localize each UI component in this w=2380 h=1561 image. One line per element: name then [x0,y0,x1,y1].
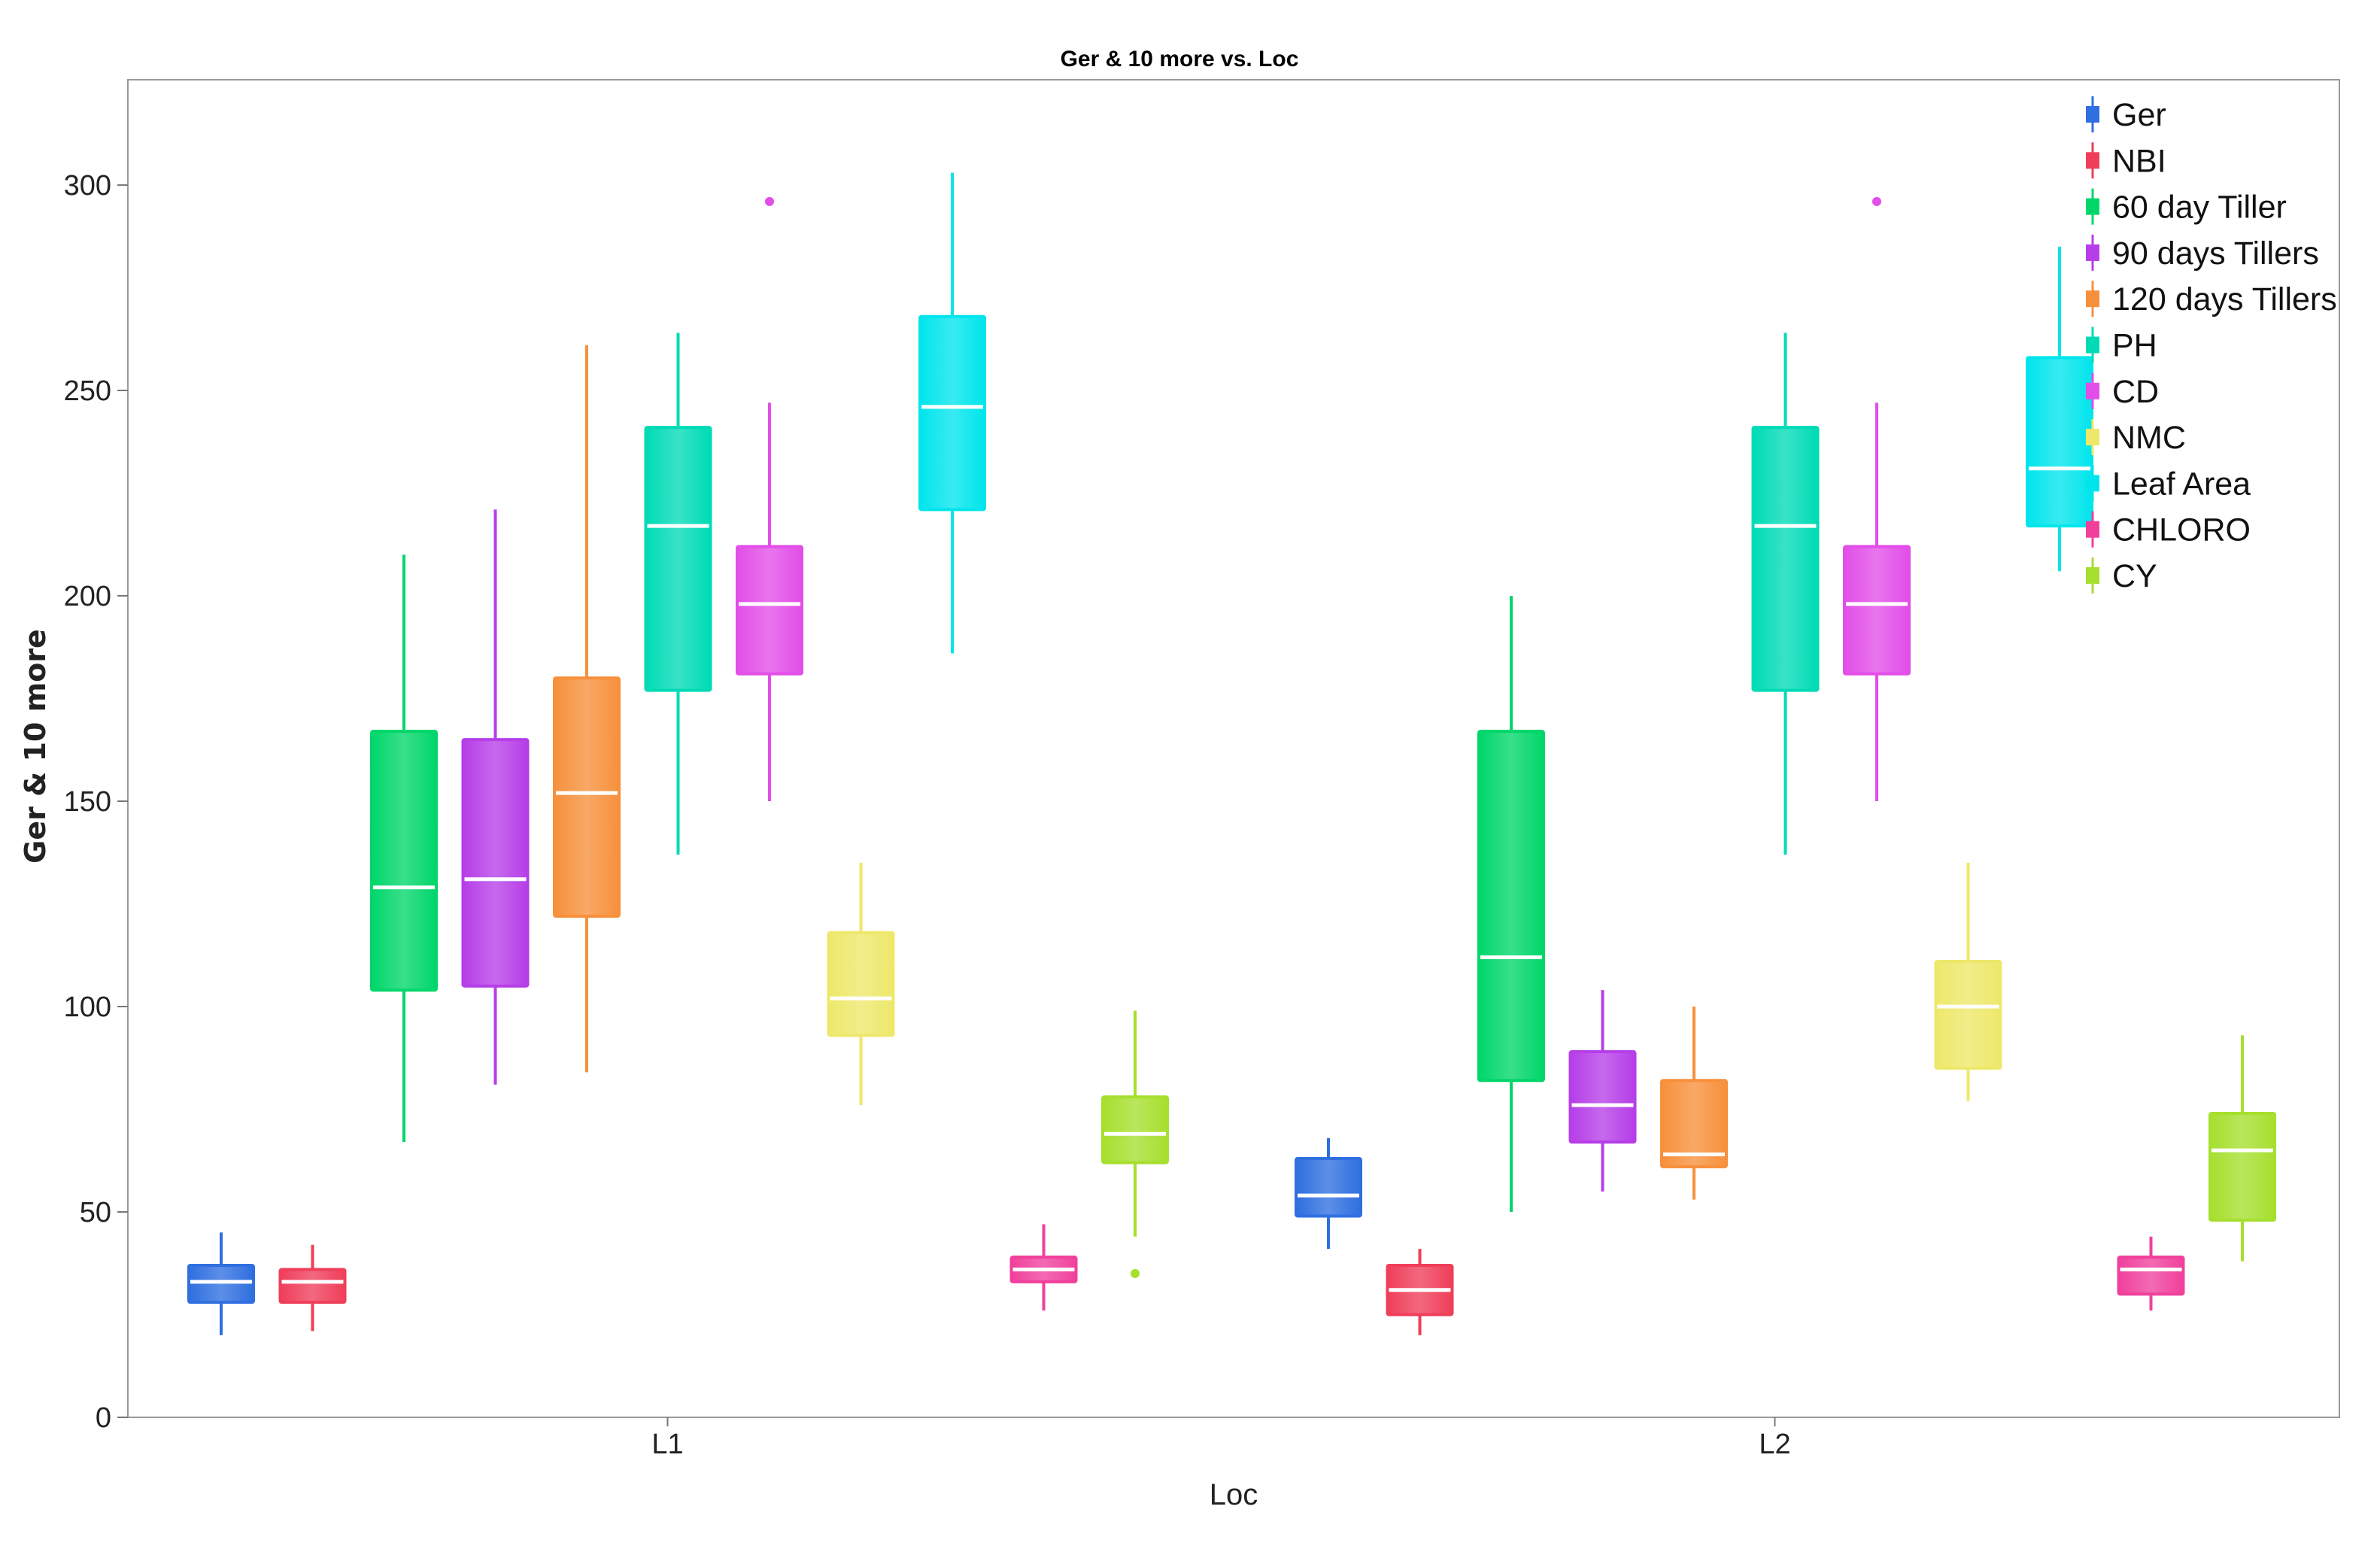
legend-swatch [2086,198,2099,215]
box-90-days-tillers-l2 [1568,990,1637,1192]
legend-swatch [2086,521,2099,538]
legend-label: CY [2112,558,2157,594]
box-body [827,931,895,1037]
box-120-days-tillers-l1 [553,345,621,1073]
box-chloro-l1 [1009,1224,1078,1311]
legend-swatch [2086,336,2099,354]
box-body [2026,356,2093,528]
chart-title: Ger & 10 more vs. Loc [1061,47,1299,71]
x-axis: L1 L2 [651,1417,1791,1460]
plot-frame [127,79,2340,1418]
legend-label: CD [2112,374,2159,410]
legend-item: Ger [2086,96,2166,133]
y-tick-label: 0 [96,1402,111,1434]
legend-label: PH [2112,328,2157,364]
x-axis-label: Loc [1210,1478,1258,1511]
box-body [1477,730,1545,1083]
legend-swatch [2086,382,2099,399]
y-axis-label: Ger & 10 more [19,629,52,864]
box-body [1843,545,1911,676]
x-tick-label: L1 [651,1429,683,1460]
legend-item: 120 days Tillers [2086,281,2337,317]
outlier-point [765,196,774,206]
box-body [278,1268,347,1304]
box-60-day-tiller-l2 [1477,596,1545,1212]
box-ger-l1 [187,1232,255,1335]
box-chloro-l2 [2117,1236,2185,1311]
legend-swatch [2086,475,2099,492]
y-tick-label: 100 [64,992,111,1023]
legend-swatch [2086,567,2099,584]
legend-swatch [2086,244,2099,261]
box-body [1568,1050,1637,1144]
y-tick-label: 50 [80,1197,111,1228]
legend-item: NBI [2086,142,2166,179]
x-tick-label: L2 [1759,1429,1790,1460]
box-leaf-area-l1 [918,172,986,654]
box-body [187,1263,255,1304]
legend-label: 90 days Tillers [2112,235,2319,272]
box-body [461,738,530,988]
legend-item: PH [2086,326,2157,364]
box-body [1660,1079,1728,1168]
box-body [370,730,438,992]
box-cd-l1 [736,196,803,801]
box-nmc-l1 [827,862,895,1106]
legend-swatch [2086,429,2099,446]
legend-swatch [2086,290,2099,308]
legend-swatch [2086,152,2099,169]
legend-label: 120 days Tillers [2112,281,2337,317]
box-body [1934,959,2002,1070]
chart-legend: Ger NBI 60 day Tiller 90 days Tillers 120 da… [2086,96,2337,594]
box-ph-l1 [644,333,712,855]
box-ger-l2 [1295,1137,1362,1250]
box-nbi-l1 [278,1244,347,1332]
box-cy-l2 [2208,1035,2276,1262]
box-body [1751,426,1820,692]
legend-item: 90 days Tillers [2086,234,2319,272]
legend-label: NMC [2112,420,2186,456]
y-tick-label: 200 [64,581,111,612]
legend-item: CD [2086,372,2159,410]
box-body [553,676,621,918]
box-cd-l2 [1843,196,1911,801]
y-tick-label: 150 [64,786,111,818]
plot-area [187,172,2276,1335]
legend-label: Leaf Area [2112,466,2251,502]
box-body [644,426,712,692]
legend-label: 60 day Tiller [2112,190,2287,226]
outlier-point [1872,196,1881,206]
box-nmc-l2 [1934,862,2002,1101]
box-cy-l1 [1101,1010,1169,1278]
box-90-days-tillers-l1 [461,509,530,1085]
box-body [1101,1095,1169,1165]
y-tick-label: 250 [64,375,111,407]
box-body [2208,1111,2276,1222]
box-leaf-area-l2 [2026,246,2093,572]
box-body [2117,1256,2185,1296]
legend-item: NMC [2086,419,2186,456]
box-body [736,545,803,676]
box-body [918,314,986,512]
box-60-day-tiller-l1 [370,554,438,1143]
y-axis: 0 50 100 150 200 250 300 [64,170,128,1434]
outlier-point [1131,1268,1140,1278]
legend-item: CY [2086,557,2157,594]
box-120-days-tillers-l2 [1660,1007,1728,1200]
legend-item: Leaf Area [2086,465,2251,502]
legend-label: Ger [2112,97,2166,133]
legend-swatch [2086,106,2099,123]
box-nbi-l2 [1386,1249,1454,1335]
legend-item: CHLORO [2086,511,2251,548]
legend-label: NBI [2112,143,2166,179]
legend-label: CHLORO [2112,512,2251,548]
box-body [1295,1157,1362,1218]
y-tick-label: 300 [64,170,111,202]
legend-item: 60 day Tiller [2086,188,2287,226]
box-ph-l2 [1751,333,1820,855]
